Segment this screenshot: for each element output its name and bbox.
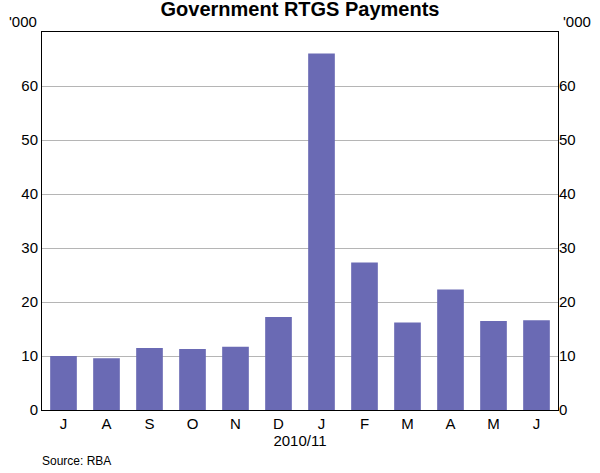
svg-text:40: 40 [559,185,576,202]
svg-text:Government RTGS Payments: Government RTGS Payments [161,0,440,20]
svg-text:J: J [60,415,68,432]
svg-text:60: 60 [21,77,38,94]
svg-text:M: M [401,415,414,432]
svg-text:20: 20 [559,293,576,310]
svg-text:10: 10 [559,347,576,364]
svg-text:D: D [273,415,284,432]
svg-text:'000: '000 [9,13,37,30]
svg-text:0: 0 [30,401,38,418]
svg-text:0: 0 [559,401,567,418]
svg-text:50: 50 [559,131,576,148]
svg-text:S: S [144,415,154,432]
svg-text:A: A [101,415,111,432]
svg-text:M: M [487,415,500,432]
svg-text:O: O [187,415,199,432]
svg-text:20: 20 [21,293,38,310]
svg-text:Source: RBA: Source: RBA [42,454,111,468]
svg-text:2010/11: 2010/11 [273,432,326,449]
svg-text:10: 10 [21,347,38,364]
svg-text:'000: '000 [563,13,591,30]
svg-text:30: 30 [21,239,38,256]
svg-text:40: 40 [21,185,38,202]
svg-text:30: 30 [559,239,576,256]
svg-text:50: 50 [21,131,38,148]
svg-text:A: A [445,415,455,432]
svg-text:N: N [230,415,241,432]
svg-text:F: F [360,415,369,432]
svg-text:60: 60 [559,77,576,94]
svg-text:J: J [318,415,326,432]
svg-text:J: J [533,415,541,432]
